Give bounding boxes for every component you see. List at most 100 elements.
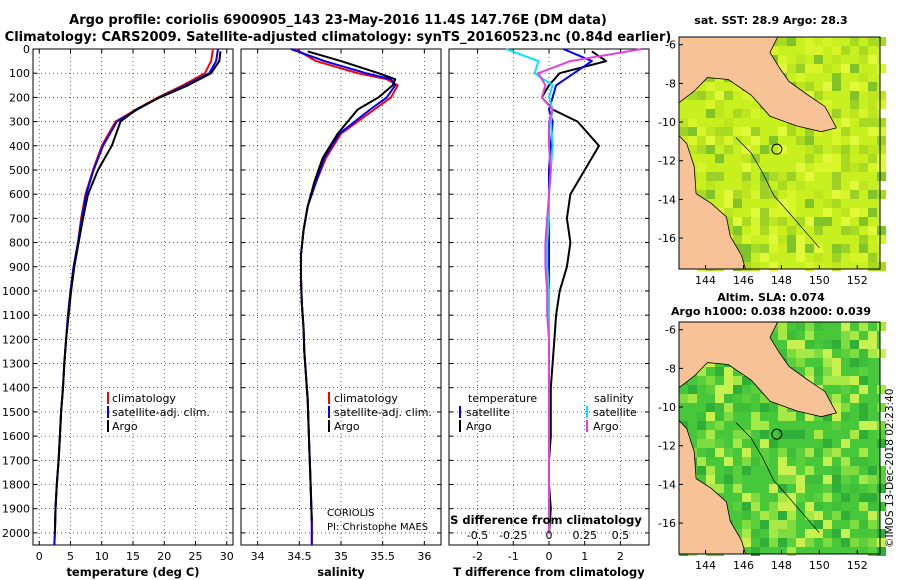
map-cell — [877, 538, 886, 547]
map-cell — [733, 403, 742, 412]
x-tick-label: 20 — [157, 550, 171, 563]
map-cell — [859, 349, 868, 358]
map-cell — [787, 244, 796, 253]
map-cell — [778, 520, 787, 529]
map-cell — [868, 163, 877, 172]
map-cell — [760, 448, 769, 457]
map-cell — [778, 430, 787, 439]
s-diff-tick-label: -0.5 — [467, 529, 488, 542]
map-cell — [760, 421, 769, 430]
depth-tick-label: 1800 — [2, 479, 30, 492]
map-cell — [733, 502, 742, 511]
map-cell — [832, 403, 841, 412]
map-cell — [832, 55, 841, 64]
map-cell — [697, 367, 706, 376]
map-cell — [760, 538, 769, 547]
map-cell — [805, 82, 814, 91]
map-cell — [751, 439, 760, 448]
map-cell — [877, 322, 886, 331]
map-cell — [733, 385, 742, 394]
lon-tick-label: 152 — [847, 274, 868, 287]
map-cell — [805, 37, 814, 46]
map-cell — [859, 520, 868, 529]
map-cell — [697, 136, 706, 145]
legend-temperature: climatology satellite-adj. clim. Argo — [107, 392, 210, 433]
map-cell — [841, 412, 850, 421]
map-cell — [805, 412, 814, 421]
credit-line-2: PI: Christophe MAES — [327, 522, 428, 533]
new-guinea-land — [678, 36, 837, 133]
map-cell — [769, 226, 778, 235]
map-cell — [769, 235, 778, 244]
map-cell — [751, 109, 760, 118]
x-tick-label: 34 — [251, 550, 265, 563]
map-cell — [859, 244, 868, 253]
series-line-salinity-argo — [537, 48, 643, 533]
map-cell — [859, 217, 868, 226]
map-cell — [679, 127, 688, 136]
map-cell — [742, 217, 751, 226]
map-cell — [778, 448, 787, 457]
legend-salinity: climatology satellite-adj. clim. Argo — [328, 392, 432, 433]
legend-difference: temperature satellite Argo salinity sate… — [459, 392, 637, 433]
map-cell — [760, 217, 769, 226]
map-cell — [868, 421, 877, 430]
map-cell — [841, 457, 850, 466]
map-cell — [697, 91, 706, 100]
map-cell — [841, 403, 850, 412]
map-cell — [859, 118, 868, 127]
map-cell — [742, 235, 751, 244]
map-cell — [778, 235, 787, 244]
map-cell — [850, 340, 859, 349]
lon-tick-label: 148 — [771, 274, 792, 287]
difference-panel: T difference from climatology -2 -1 0 1 2 S di… — [448, 48, 650, 579]
map-cell — [850, 163, 859, 172]
map-cell — [805, 262, 814, 271]
depth-tick-label: 2000 — [2, 527, 30, 540]
map-cell — [787, 172, 796, 181]
map-cell — [859, 235, 868, 244]
map-cell — [706, 181, 715, 190]
depth-tick-label: 1900 — [2, 503, 30, 516]
map-cell — [868, 118, 877, 127]
lon-tick-label: 152 — [847, 559, 868, 572]
map-cell — [751, 421, 760, 430]
map-cell — [706, 475, 715, 484]
map-cell — [877, 439, 886, 448]
map-cell — [742, 493, 751, 502]
map-cell — [742, 529, 751, 538]
map-cell — [868, 82, 877, 91]
depth-tick-label: 300 — [9, 116, 30, 129]
map-cell — [787, 127, 796, 136]
map-cell — [832, 502, 841, 511]
map-cell — [760, 511, 769, 520]
map-cell — [778, 493, 787, 502]
map-cell — [742, 520, 751, 529]
map-cell — [832, 376, 841, 385]
map-cell — [796, 217, 805, 226]
lat-tick-label: -16 — [658, 517, 676, 530]
map-cell — [814, 448, 823, 457]
depth-tick-label: 1400 — [2, 382, 30, 395]
map-cell — [751, 457, 760, 466]
reef-contour — [735, 422, 820, 533]
map-cell — [796, 322, 805, 331]
map-cell — [688, 145, 697, 154]
map-cell — [850, 253, 859, 262]
map-cell — [859, 430, 868, 439]
t-diff-tick-label: 1 — [581, 550, 588, 563]
lon-tick-label: 146 — [733, 274, 754, 287]
map-cell — [697, 376, 706, 385]
map-cell — [778, 64, 787, 73]
map-cell — [778, 127, 787, 136]
map-cell — [868, 349, 877, 358]
map-cell — [805, 46, 814, 55]
t-diff-tick-label: 0 — [546, 550, 553, 563]
map-cell — [796, 82, 805, 91]
map-cell — [841, 244, 850, 253]
map-cell — [751, 529, 760, 538]
legend-t-satellite-label: satellite — [466, 406, 510, 419]
map-cell — [787, 430, 796, 439]
map-cell — [859, 457, 868, 466]
